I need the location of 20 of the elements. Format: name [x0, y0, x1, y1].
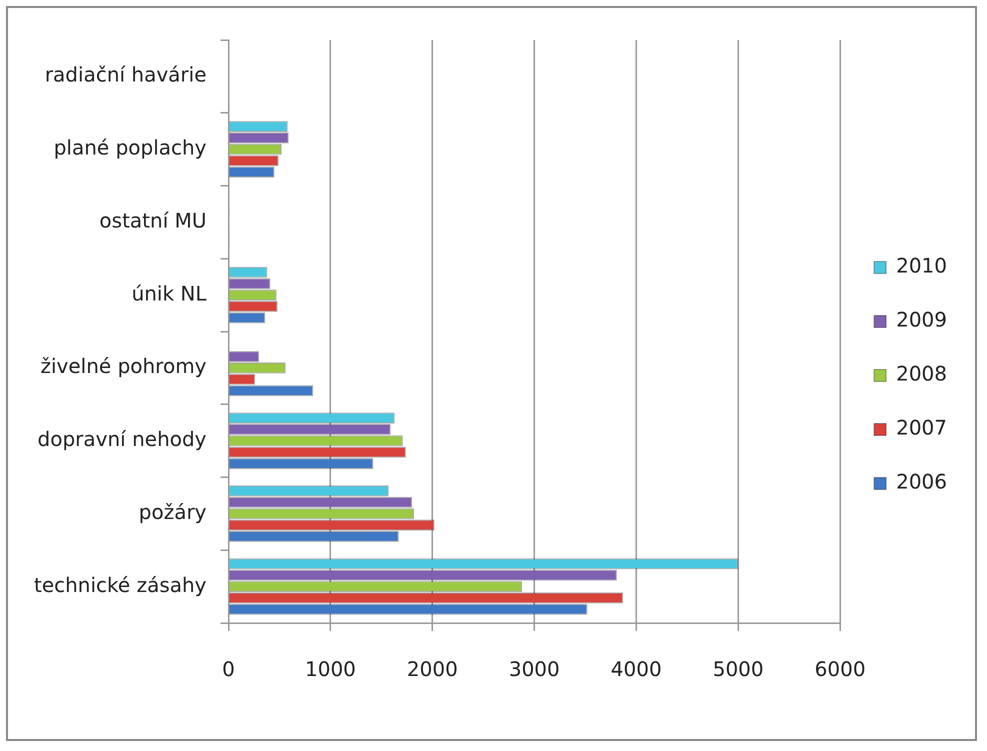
x-tick-label: 4000 — [610, 657, 662, 682]
x-tick-label: 6000 — [814, 657, 866, 682]
x-tick-label: 1000 — [304, 657, 356, 682]
x-tick-label: 2000 — [406, 657, 458, 682]
y-tick-label: dopravní nehody — [38, 427, 207, 452]
x-tick-label: 3000 — [508, 657, 560, 682]
legend-label: 2006 — [896, 470, 948, 494]
y-tick-label: plané poplachy — [54, 136, 207, 160]
legend-label: 2007 — [896, 416, 948, 440]
y-tick-label: ostatní MU — [99, 208, 207, 232]
legend-label: 2009 — [896, 308, 948, 332]
y-tick-label: požáry — [138, 500, 207, 524]
y-tick-label: živelné pohromy — [40, 354, 207, 378]
legend-label: 2008 — [896, 362, 948, 386]
y-tick-label: radiační havárie — [44, 62, 207, 87]
x-tick-label: 0 — [222, 657, 235, 682]
y-tick-label: únik NL — [132, 281, 208, 306]
legend-label: 2010 — [896, 254, 948, 278]
y-tick-label: technické zásahy — [34, 572, 207, 597]
x-tick-label: 5000 — [712, 657, 764, 682]
